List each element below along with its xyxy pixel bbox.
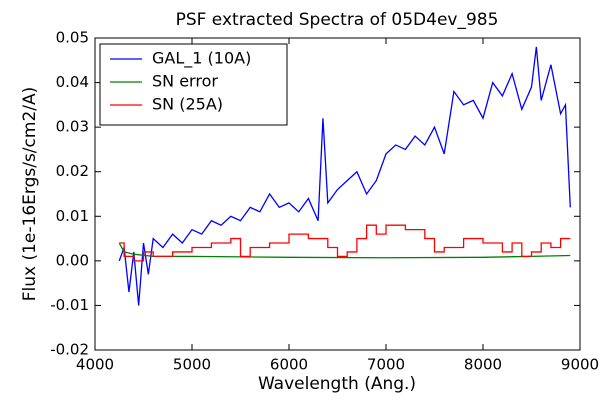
- series-line: [119, 224, 571, 262]
- x-tick-label: 9000: [561, 356, 599, 374]
- legend-label: GAL_1 (10A): [152, 49, 251, 69]
- plot-frame: [94, 37, 581, 351]
- y-tick-label: -0.02: [50, 341, 89, 359]
- y-tick-label: 0.04: [56, 73, 89, 91]
- x-tick-label: 7000: [367, 356, 405, 374]
- x-tick-label: 5000: [173, 356, 211, 374]
- chart-title: PSF extracted Spectra of 05D4ev_985: [176, 10, 499, 30]
- x-axis-label: Wavelength (Ang.): [258, 374, 416, 394]
- y-tick-label: 0.00: [56, 251, 89, 269]
- y-tick-label: 0.03: [56, 118, 89, 136]
- x-tick-label: 4000: [76, 356, 114, 374]
- y-tick-label: -0.01: [50, 296, 89, 314]
- legend-box: [99, 43, 288, 126]
- x-tick-label: 6000: [270, 356, 308, 374]
- series-line: [118, 46, 571, 306]
- legend-label: SN error: [152, 72, 218, 91]
- y-tick-label: 0.02: [56, 162, 89, 180]
- y-axis-label: Flux (1e-16Ergs/s/cm2/A): [20, 87, 40, 302]
- x-tick-label: 8000: [464, 356, 502, 374]
- y-tick-label: 0.01: [56, 207, 89, 225]
- legend-label: SN (25A): [152, 95, 223, 114]
- y-tick-label: 0.05: [56, 29, 89, 47]
